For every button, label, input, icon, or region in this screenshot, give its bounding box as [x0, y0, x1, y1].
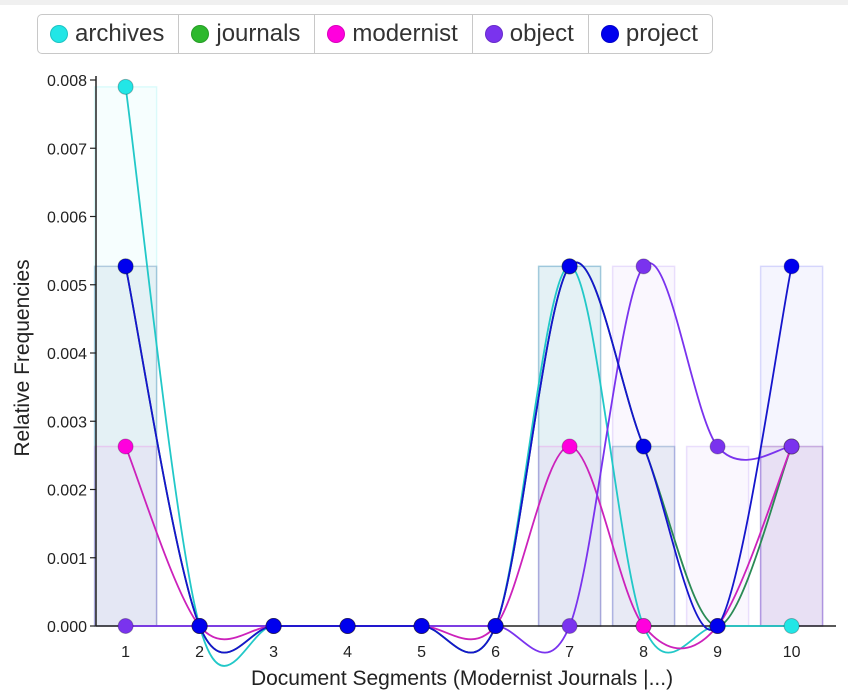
bar-project-8 — [611, 445, 676, 627]
legend-item-project[interactable]: project — [589, 15, 712, 53]
x-axis-title: Document Segments (Modernist Journals |.… — [251, 667, 673, 690]
series-points — [117, 78, 800, 634]
point-object-8 — [635, 258, 652, 275]
point-archives-1 — [117, 78, 134, 95]
point-archives-10 — [783, 618, 800, 634]
top-strip — [0, 0, 848, 5]
chart-legend: archives journals modernist object project — [37, 14, 713, 54]
bar-journals-10 — [759, 445, 824, 627]
point-project-6 — [487, 618, 504, 634]
point-project-10 — [783, 258, 800, 275]
legend-swatch-icon — [50, 25, 68, 43]
point-object-7 — [561, 618, 578, 634]
point-project-1 — [117, 258, 134, 275]
point-modernist-7 — [561, 438, 578, 455]
y-tick-label: 0.005 — [47, 278, 87, 295]
point-modernist-8 — [635, 618, 652, 634]
legend-item-journals[interactable]: journals — [179, 15, 316, 53]
x-tick-label: 7 — [565, 644, 574, 661]
point-project-7 — [561, 258, 578, 275]
legend-swatch-icon — [484, 25, 503, 43]
x-tick-label: 1 — [121, 644, 130, 661]
y-tick-label: 0.008 — [47, 73, 87, 90]
point-object-10 — [783, 438, 800, 455]
y-axis-title: Relative Frequencies — [11, 259, 34, 456]
x-tick-label: 10 — [783, 644, 801, 661]
background-bars — [93, 86, 824, 627]
point-object-9 — [709, 438, 726, 455]
point-project-3 — [265, 618, 282, 634]
point-object-1 — [117, 618, 134, 634]
bar-modernist-1 — [93, 445, 158, 627]
x-tick-label: 3 — [269, 644, 278, 661]
x-tick-label: 8 — [639, 644, 648, 661]
y-tick-label: 0.002 — [47, 483, 87, 500]
legend-swatch-icon — [600, 25, 619, 43]
point-project-8 — [635, 438, 652, 455]
x-tick-label: 4 — [343, 644, 352, 661]
y-tick-label: 0.007 — [47, 141, 87, 158]
legend-label: modernist — [352, 20, 458, 47]
y-tick-label: 0.004 — [47, 346, 87, 363]
point-modernist-1 — [117, 438, 134, 455]
point-project-4 — [339, 618, 356, 634]
legend-item-modernist[interactable]: modernist — [315, 15, 473, 53]
legend-label: project — [625, 20, 698, 47]
point-project-5 — [413, 618, 430, 634]
y-tick-label: 0.000 — [47, 619, 87, 636]
y-tick-label: 0.001 — [47, 551, 87, 568]
y-tick-label: 0.006 — [47, 210, 87, 227]
legend-swatch-icon — [327, 25, 346, 43]
y-tick-label: 0.003 — [47, 414, 87, 431]
x-tick-label: 9 — [713, 644, 722, 661]
x-tick-label: 5 — [417, 644, 426, 661]
point-project-9 — [709, 618, 726, 634]
legend-item-object[interactable]: object — [473, 15, 589, 53]
legend-swatch-icon — [191, 25, 210, 43]
legend-item-archives[interactable]: archives — [38, 15, 180, 53]
legend-label: archives — [75, 20, 165, 47]
x-tick-label: 6 — [491, 644, 500, 661]
legend-label: object — [509, 20, 574, 47]
x-tick-label: 2 — [195, 644, 204, 661]
point-project-2 — [191, 618, 208, 634]
line-project — [124, 261, 793, 654]
bar-object-10 — [759, 445, 824, 627]
legend-label: journals — [216, 20, 301, 47]
